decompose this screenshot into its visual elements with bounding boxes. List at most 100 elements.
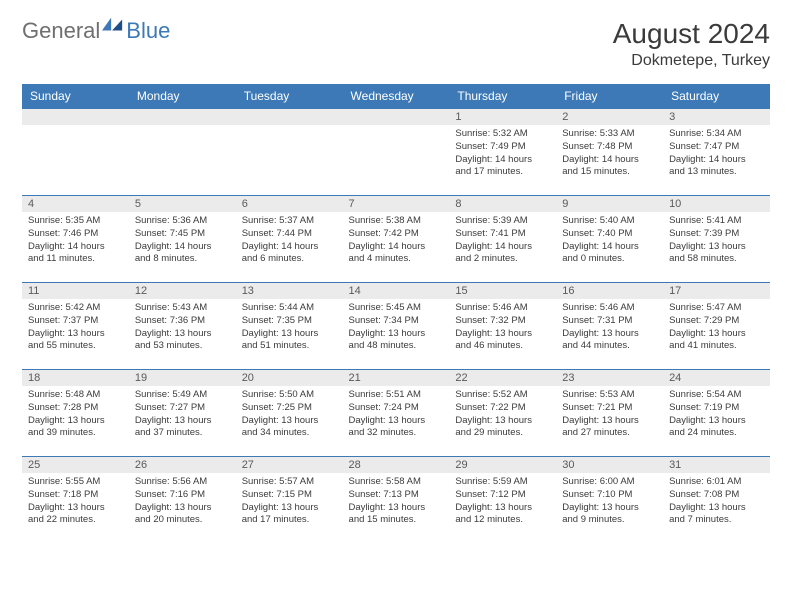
weekday-monday: Monday: [129, 84, 236, 109]
sunset-text: Sunset: 7:39 PM: [669, 228, 764, 241]
calendar-day-cell: 4Sunrise: 5:35 AMSunset: 7:46 PMDaylight…: [22, 196, 129, 283]
day-number: 5: [129, 196, 236, 212]
day-number: 28: [343, 457, 450, 473]
sunrise-text: Sunrise: 5:44 AM: [242, 302, 337, 315]
day-number: 26: [129, 457, 236, 473]
day-data: Sunrise: 5:40 AMSunset: 7:40 PMDaylight:…: [556, 212, 663, 270]
sunset-text: Sunset: 7:45 PM: [135, 228, 230, 241]
sunset-text: Sunset: 7:44 PM: [242, 228, 337, 241]
sunrise-text: Sunrise: 5:38 AM: [349, 215, 444, 228]
daylight-text: Daylight: 13 hours and 51 minutes.: [242, 328, 337, 354]
daylight-text: Daylight: 14 hours and 15 minutes.: [562, 154, 657, 180]
sunrise-text: Sunrise: 5:53 AM: [562, 389, 657, 402]
daylight-text: Daylight: 13 hours and 32 minutes.: [349, 415, 444, 441]
sunset-text: Sunset: 7:42 PM: [349, 228, 444, 241]
weekday-wednesday: Wednesday: [343, 84, 450, 109]
calendar-day-cell: 15Sunrise: 5:46 AMSunset: 7:32 PMDayligh…: [449, 283, 556, 370]
day-number: 8: [449, 196, 556, 212]
calendar-day-cell: 31Sunrise: 6:01 AMSunset: 7:08 PMDayligh…: [663, 457, 770, 544]
day-number: 1: [449, 109, 556, 125]
daylight-text: Daylight: 14 hours and 8 minutes.: [135, 241, 230, 267]
day-data: Sunrise: 5:35 AMSunset: 7:46 PMDaylight:…: [22, 212, 129, 270]
day-data: Sunrise: 5:47 AMSunset: 7:29 PMDaylight:…: [663, 299, 770, 357]
calendar-day-cell: 2Sunrise: 5:33 AMSunset: 7:48 PMDaylight…: [556, 109, 663, 196]
calendar-day-cell: 21Sunrise: 5:51 AMSunset: 7:24 PMDayligh…: [343, 370, 450, 457]
day-data: Sunrise: 5:44 AMSunset: 7:35 PMDaylight:…: [236, 299, 343, 357]
calendar-day-cell: 19Sunrise: 5:49 AMSunset: 7:27 PMDayligh…: [129, 370, 236, 457]
day-number: [343, 109, 450, 125]
sunset-text: Sunset: 7:08 PM: [669, 489, 764, 502]
daylight-text: Daylight: 13 hours and 37 minutes.: [135, 415, 230, 441]
calendar-day-cell: 13Sunrise: 5:44 AMSunset: 7:35 PMDayligh…: [236, 283, 343, 370]
day-data: Sunrise: 5:52 AMSunset: 7:22 PMDaylight:…: [449, 386, 556, 444]
day-data: Sunrise: 5:57 AMSunset: 7:15 PMDaylight:…: [236, 473, 343, 531]
sunset-text: Sunset: 7:31 PM: [562, 315, 657, 328]
day-data: Sunrise: 5:33 AMSunset: 7:48 PMDaylight:…: [556, 125, 663, 183]
calendar-day-cell: 9Sunrise: 5:40 AMSunset: 7:40 PMDaylight…: [556, 196, 663, 283]
day-number: [22, 109, 129, 125]
day-data: Sunrise: 5:49 AMSunset: 7:27 PMDaylight:…: [129, 386, 236, 444]
sunrise-text: Sunrise: 5:48 AM: [28, 389, 123, 402]
day-number: 17: [663, 283, 770, 299]
weekday-saturday: Saturday: [663, 84, 770, 109]
calendar-day-cell: 27Sunrise: 5:57 AMSunset: 7:15 PMDayligh…: [236, 457, 343, 544]
day-data: Sunrise: 6:01 AMSunset: 7:08 PMDaylight:…: [663, 473, 770, 531]
day-data: Sunrise: 5:32 AMSunset: 7:49 PMDaylight:…: [449, 125, 556, 183]
day-number: 20: [236, 370, 343, 386]
sunrise-text: Sunrise: 5:40 AM: [562, 215, 657, 228]
sunset-text: Sunset: 7:46 PM: [28, 228, 123, 241]
sunrise-text: Sunrise: 5:32 AM: [455, 128, 550, 141]
day-number: [129, 109, 236, 125]
sunset-text: Sunset: 7:37 PM: [28, 315, 123, 328]
day-number: 23: [556, 370, 663, 386]
daylight-text: Daylight: 13 hours and 55 minutes.: [28, 328, 123, 354]
calendar-day-cell: 22Sunrise: 5:52 AMSunset: 7:22 PMDayligh…: [449, 370, 556, 457]
sunset-text: Sunset: 7:40 PM: [562, 228, 657, 241]
day-number: 21: [343, 370, 450, 386]
calendar-day-cell: 14Sunrise: 5:45 AMSunset: 7:34 PMDayligh…: [343, 283, 450, 370]
calendar-day-cell: 12Sunrise: 5:43 AMSunset: 7:36 PMDayligh…: [129, 283, 236, 370]
sunrise-text: Sunrise: 5:39 AM: [455, 215, 550, 228]
sunset-text: Sunset: 7:16 PM: [135, 489, 230, 502]
calendar-day-cell: 11Sunrise: 5:42 AMSunset: 7:37 PMDayligh…: [22, 283, 129, 370]
daylight-text: Daylight: 14 hours and 4 minutes.: [349, 241, 444, 267]
day-data: Sunrise: 5:46 AMSunset: 7:32 PMDaylight:…: [449, 299, 556, 357]
calendar-day-cell: 5Sunrise: 5:36 AMSunset: 7:45 PMDaylight…: [129, 196, 236, 283]
calendar-day-cell: 3Sunrise: 5:34 AMSunset: 7:47 PMDaylight…: [663, 109, 770, 196]
sunset-text: Sunset: 7:36 PM: [135, 315, 230, 328]
location-subtitle: Dokmetepe, Turkey: [613, 52, 770, 70]
title-block: August 2024 Dokmetepe, Turkey: [613, 18, 770, 70]
sunrise-text: Sunrise: 5:46 AM: [562, 302, 657, 315]
day-number: 11: [22, 283, 129, 299]
calendar-day-cell: 29Sunrise: 5:59 AMSunset: 7:12 PMDayligh…: [449, 457, 556, 544]
day-number: 15: [449, 283, 556, 299]
sunset-text: Sunset: 7:49 PM: [455, 141, 550, 154]
calendar-day-cell: 10Sunrise: 5:41 AMSunset: 7:39 PMDayligh…: [663, 196, 770, 283]
weekday-friday: Friday: [556, 84, 663, 109]
day-data: Sunrise: 5:34 AMSunset: 7:47 PMDaylight:…: [663, 125, 770, 183]
day-data: Sunrise: 5:37 AMSunset: 7:44 PMDaylight:…: [236, 212, 343, 270]
day-data: Sunrise: 5:39 AMSunset: 7:41 PMDaylight:…: [449, 212, 556, 270]
day-number: 16: [556, 283, 663, 299]
sunrise-text: Sunrise: 5:55 AM: [28, 476, 123, 489]
calendar-day-cell: 6Sunrise: 5:37 AMSunset: 7:44 PMDaylight…: [236, 196, 343, 283]
sunset-text: Sunset: 7:22 PM: [455, 402, 550, 415]
calendar-week-row: 1Sunrise: 5:32 AMSunset: 7:49 PMDaylight…: [22, 109, 770, 196]
day-number: 6: [236, 196, 343, 212]
day-data: Sunrise: 5:56 AMSunset: 7:16 PMDaylight:…: [129, 473, 236, 531]
day-number: 12: [129, 283, 236, 299]
daylight-text: Daylight: 13 hours and 27 minutes.: [562, 415, 657, 441]
day-data: Sunrise: 5:38 AMSunset: 7:42 PMDaylight:…: [343, 212, 450, 270]
calendar-week-row: 25Sunrise: 5:55 AMSunset: 7:18 PMDayligh…: [22, 457, 770, 544]
calendar-day-cell: [129, 109, 236, 196]
sunrise-text: Sunrise: 5:50 AM: [242, 389, 337, 402]
calendar-day-cell: 23Sunrise: 5:53 AMSunset: 7:21 PMDayligh…: [556, 370, 663, 457]
calendar-day-cell: 25Sunrise: 5:55 AMSunset: 7:18 PMDayligh…: [22, 457, 129, 544]
day-data: Sunrise: 5:42 AMSunset: 7:37 PMDaylight:…: [22, 299, 129, 357]
calendar-day-cell: 17Sunrise: 5:47 AMSunset: 7:29 PMDayligh…: [663, 283, 770, 370]
calendar-day-cell: [343, 109, 450, 196]
sunrise-text: Sunrise: 5:49 AM: [135, 389, 230, 402]
sunset-text: Sunset: 7:24 PM: [349, 402, 444, 415]
sunrise-text: Sunrise: 5:43 AM: [135, 302, 230, 315]
day-number: 29: [449, 457, 556, 473]
